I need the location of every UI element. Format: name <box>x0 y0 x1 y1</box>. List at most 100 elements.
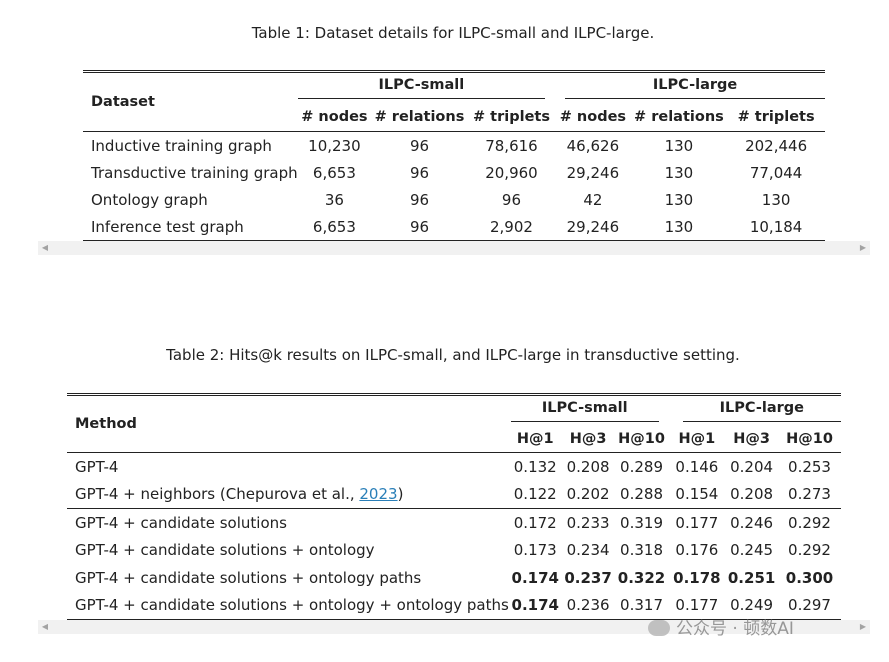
row-label: GPT-4 <box>75 457 119 476</box>
cell: 0.177 <box>668 591 726 620</box>
cell: 96 <box>409 190 430 209</box>
table-row: Inference test graph 6,653 96 2,902 29,2… <box>83 213 825 241</box>
table-row: GPT-4 + candidate solutions + ontology +… <box>67 591 841 620</box>
cell: 130 <box>664 163 694 182</box>
scroll-left-icon[interactable]: ◀ <box>41 243 49 252</box>
table2-caption: Table 2: Hits@k results on ILPC-small, a… <box>166 346 740 364</box>
cell: 0.249 <box>725 591 779 620</box>
horizontal-scrollbar[interactable]: ◀ ▶ <box>38 241 870 255</box>
cell: 0.146 <box>675 457 719 476</box>
cell: 77,044 <box>749 163 803 182</box>
cell: 0.204 <box>730 457 774 476</box>
col-header: H@3 <box>561 426 615 453</box>
cell: 46,626 <box>566 136 620 155</box>
cell: 29,246 <box>555 213 631 241</box>
row-label: Ontology graph <box>91 190 208 209</box>
col-header: # triplets <box>727 103 825 132</box>
row-label: Inference test graph <box>83 213 298 241</box>
table-row: GPT-4 + candidate solutions + ontology p… <box>67 564 841 592</box>
group-header-ilpc-large: ILPC-large <box>682 400 841 422</box>
wechat-icon <box>648 620 670 636</box>
col-header: H@1 <box>668 426 726 453</box>
col-header: # nodes <box>555 103 631 132</box>
table-row: Ontology graph 36 96 96 42 130 130 <box>83 186 825 213</box>
cell: 10,230 <box>308 136 361 155</box>
cell: 0.292 <box>788 541 831 560</box>
row-label: GPT-4 + candidate solutions <box>67 508 509 537</box>
table-row: Inductive training graph 10,230 96 78,61… <box>83 132 825 160</box>
cell: 0.177 <box>668 508 726 537</box>
cell: 0.176 <box>675 541 719 560</box>
cell: 36 <box>324 190 344 209</box>
cell: 96 <box>409 136 430 155</box>
cell-best: 0.251 <box>727 568 776 587</box>
col-header: H@3 <box>725 426 779 453</box>
row-label: GPT-4 + candidate solutions + ontology <box>75 541 375 560</box>
row-label-prefix: GPT-4 + neighbors (Chepurova et al., <box>75 485 360 504</box>
cell: 0.289 <box>620 457 663 476</box>
cell: 0.132 <box>513 457 557 476</box>
cell-best: 0.178 <box>673 568 721 587</box>
cell: 0.234 <box>566 541 610 560</box>
group-header-ilpc-small: ILPC-small <box>297 77 546 99</box>
col-header: # triplets <box>467 103 556 132</box>
cell-best: 0.174 <box>511 568 559 587</box>
cell: 130 <box>761 190 791 209</box>
table-row: GPT-4 + candidate solutions + ontology 0… <box>67 537 841 565</box>
cell: 0.172 <box>508 508 562 537</box>
row-label: Transductive training graph <box>91 163 298 182</box>
row-label: GPT-4 + candidate solutions + ontology p… <box>75 568 422 587</box>
cell: 0.236 <box>561 591 615 620</box>
dataset-column-header: Dataset <box>83 70 298 132</box>
col-header: # relations <box>371 103 468 132</box>
cell: 29,246 <box>566 163 620 182</box>
group-header-ilpc-large: ILPC-large <box>565 77 825 99</box>
cell: 0.319 <box>614 508 669 537</box>
table-row: GPT-4 0.132 0.208 0.289 0.146 0.204 0.25… <box>67 453 841 481</box>
cell: 78,616 <box>485 136 538 155</box>
cell: 0.318 <box>620 541 663 560</box>
cell: 0.233 <box>561 508 615 537</box>
cell: 6,653 <box>297 213 372 241</box>
cell: 96 <box>409 163 430 182</box>
table-row: Transductive training graph 6,653 96 20,… <box>83 159 825 186</box>
cell: 10,184 <box>727 213 825 241</box>
scroll-left-icon[interactable]: ◀ <box>41 622 49 631</box>
citation-link[interactable]: 2023 <box>359 485 398 504</box>
col-header: H@1 <box>508 426 562 453</box>
scroll-right-icon[interactable]: ▶ <box>859 622 867 631</box>
cell: 0.317 <box>614 591 669 620</box>
cell: 0.208 <box>730 485 774 504</box>
cell: 0.173 <box>513 541 557 560</box>
method-column-header: Method <box>67 393 509 453</box>
dataset-details-table: Dataset ILPC-small ILPC-large # nodes # … <box>83 70 825 241</box>
table1-caption: Table 1: Dataset details for ILPC-small … <box>251 24 655 42</box>
cell: 130 <box>630 213 728 241</box>
col-header: H@10 <box>614 426 669 453</box>
table-row: GPT-4 + neighbors (Chepurova et al., 202… <box>67 481 841 509</box>
col-header: # relations <box>630 103 728 132</box>
scroll-right-icon[interactable]: ▶ <box>859 243 867 252</box>
col-header: # nodes <box>297 103 372 132</box>
watermark-text: 公众号 · 顿数AI <box>676 619 794 639</box>
cell: 96 <box>501 190 522 209</box>
watermark: 公众号 · 顿数AI <box>648 614 794 639</box>
cell: 42 <box>583 190 603 209</box>
group-header-ilpc-small: ILPC-small <box>510 400 659 422</box>
cell: 0.246 <box>725 508 779 537</box>
cell: 0.202 <box>566 485 610 504</box>
hits-results-table: Method ILPC-small ILPC-large H@1 H@3 H@1… <box>67 393 841 620</box>
cell: 6,653 <box>312 163 356 182</box>
cell: 202,446 <box>745 136 808 155</box>
cell-best: 0.174 <box>508 591 562 620</box>
cell: 130 <box>664 190 694 209</box>
cell-best: 0.300 <box>785 568 834 587</box>
cell: 0.292 <box>778 508 841 537</box>
row-label-suffix: ) <box>397 485 404 504</box>
row-label: GPT-4 + neighbors (Chepurova et al., 202… <box>67 481 509 509</box>
row-label: Inductive training graph <box>91 136 272 155</box>
cell: 0.154 <box>675 485 719 504</box>
table-row: GPT-4 + candidate solutions 0.172 0.233 … <box>67 508 841 537</box>
cell: 2,902 <box>467 213 556 241</box>
cell: 0.288 <box>620 485 663 504</box>
